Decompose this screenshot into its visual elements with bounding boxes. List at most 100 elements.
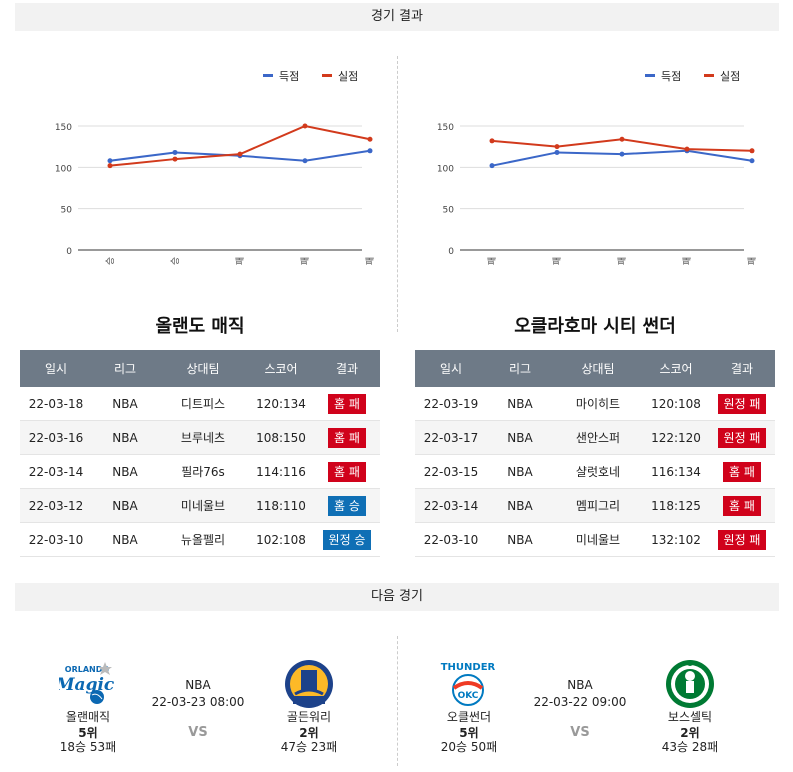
next-games-header: 다음 경기 [15, 583, 779, 611]
cell-score: 122:120 [643, 420, 709, 455]
away-team-rank: 2위 [299, 726, 319, 740]
orlando-chart-svg: 득점 실점 0 50 100 150 승 승 패 패 패 [55, 70, 376, 265]
data-point [749, 158, 755, 164]
col-score: 스코어 [643, 350, 709, 387]
cell-opponent: 필라76s [158, 454, 248, 489]
cell-date: 22-03-14 [20, 454, 92, 489]
home-team-name: 오클썬더 [446, 710, 492, 724]
cell-date: 22-03-12 [20, 488, 92, 523]
vs-label: VS [570, 725, 590, 740]
results-header: 경기 결과 [15, 3, 779, 31]
cell-opponent: 샌안스퍼 [553, 420, 643, 455]
cell-score: 108:150 [248, 420, 314, 455]
data-point [489, 138, 495, 144]
y-tick-label: 50 [443, 206, 455, 216]
cell-league: NBA [487, 387, 553, 421]
table-row: 22-03-14 NBA 필라76s 114:116 홈 패 [20, 454, 380, 489]
data-point [684, 146, 690, 152]
table-row: 22-03-15 NBA 샬럿호네 116:134 홈 패 [415, 454, 775, 489]
away-team-name: 보스셀틱 [667, 710, 713, 724]
cell-result: 홈 승 [314, 488, 380, 523]
col-result: 결과 [314, 350, 380, 387]
away-team-record: 43승 28패 [661, 740, 719, 754]
orlando-magic-logo-icon: ORLANDO Magic [55, 658, 115, 710]
cell-league: NBA [92, 522, 158, 557]
golden-state-warriors-logo-icon [281, 658, 337, 710]
orlando-score-chart: 득점 실점 0 50 100 150 승 승 패 패 패 [10, 56, 395, 286]
cell-result: 홈 패 [709, 488, 775, 523]
col-league: 리그 [92, 350, 158, 387]
y-tick-label: 50 [61, 206, 73, 216]
away-team-rank: 2위 [680, 726, 700, 740]
cell-result: 홈 패 [709, 454, 775, 489]
table-row: 22-03-10 NBA 뉴올펠리 102:108 원정 승 [20, 522, 380, 557]
cell-opponent: 뉴올펠리 [158, 522, 248, 557]
next-game-2[interactable]: THUNDER OKC 오클썬더 5위 20승 50패 NBA 22-03-22… [400, 640, 780, 760]
legend-swatch [704, 74, 714, 77]
legend-label: 실점 [720, 70, 740, 83]
next-game-1[interactable]: ORLANDO Magic 올랜매직 5위 18승 53패 NBA 22-03-… [15, 640, 395, 760]
orlando-results-table: 일시 리그 상대팀 스코어 결과 22-03-18 NBA 디트피스 120:134 홈… [20, 350, 380, 557]
cell-score: 102:108 [248, 522, 314, 557]
cell-score: 118:110 [248, 488, 314, 523]
okc-team-title: 오클라호마 시티 썬더 [514, 316, 676, 337]
result-badge: 홈 패 [723, 495, 761, 516]
next-divider [397, 636, 398, 766]
col-date: 일시 [415, 350, 487, 387]
cell-date: 22-03-17 [415, 420, 487, 455]
data-point [107, 158, 113, 164]
data-point [172, 156, 178, 162]
data-point [749, 148, 755, 154]
cell-result: 원정 패 [709, 387, 775, 421]
table-row: 22-03-10 NBA 미네울브 132:102 원정 패 [415, 522, 775, 557]
col-score: 스코어 [248, 350, 314, 387]
col-date: 일시 [20, 350, 92, 387]
chart-legend: 득점 실점 [645, 70, 740, 83]
home-team-rank: 5위 [459, 726, 479, 740]
data-point [489, 163, 495, 169]
legend-label: 실점 [338, 70, 358, 83]
table-row: 22-03-18 NBA 디트피스 120:134 홈 패 [20, 387, 380, 421]
col-opponent: 상대팀 [158, 350, 248, 387]
svg-text:OKC: OKC [458, 691, 479, 701]
x-tick-label: 패 [300, 257, 311, 265]
result-badge: 원정 패 [717, 393, 767, 414]
cell-date: 22-03-10 [20, 522, 92, 557]
y-tick-label: 0 [448, 247, 454, 257]
data-point [302, 158, 308, 164]
y-tick-label: 0 [66, 247, 72, 257]
data-point [367, 148, 373, 154]
data-point [172, 149, 178, 155]
table-header-row: 일시 리그 상대팀 스코어 결과 [20, 350, 380, 387]
cell-opponent: 브루네츠 [158, 420, 248, 455]
home-team-record: 18승 53패 [59, 740, 117, 754]
table-row: 22-03-17 NBA 샌안스퍼 122:120 원정 패 [415, 420, 775, 455]
data-point [619, 151, 625, 157]
cell-date: 22-03-18 [20, 387, 92, 421]
data-point [107, 163, 113, 169]
cell-league: NBA [92, 420, 158, 455]
col-league: 리그 [487, 350, 553, 387]
cell-result: 홈 패 [314, 420, 380, 455]
cell-opponent: 미네울브 [158, 488, 248, 523]
series-line-allowed [109, 124, 371, 167]
result-badge: 홈 승 [328, 495, 366, 516]
col-result: 결과 [709, 350, 775, 387]
cell-opponent: 마이히트 [553, 387, 643, 421]
x-tick-label: 승 [105, 257, 116, 265]
cell-date: 22-03-19 [415, 387, 487, 421]
okc-chart-svg: 득점 실점 0 50 100 150 패 패 패 패 패 [437, 70, 758, 265]
cell-date: 22-03-15 [415, 454, 487, 489]
chart-legend: 득점 실점 [263, 70, 358, 83]
data-point [367, 136, 373, 142]
x-tick-label: 승 [170, 257, 181, 265]
cell-result: 원정 패 [709, 420, 775, 455]
x-tick-label: 패 [747, 257, 758, 265]
game-datetime: 22-03-23 08:00 [151, 695, 245, 709]
okc-thunder-logo-icon: THUNDER OKC [440, 658, 496, 710]
cell-date: 22-03-16 [20, 420, 92, 455]
cell-result: 원정 패 [709, 522, 775, 557]
result-badge: 원정 패 [717, 529, 767, 550]
legend-label: 득점 [279, 70, 299, 83]
boston-celtics-logo-icon [662, 658, 718, 710]
